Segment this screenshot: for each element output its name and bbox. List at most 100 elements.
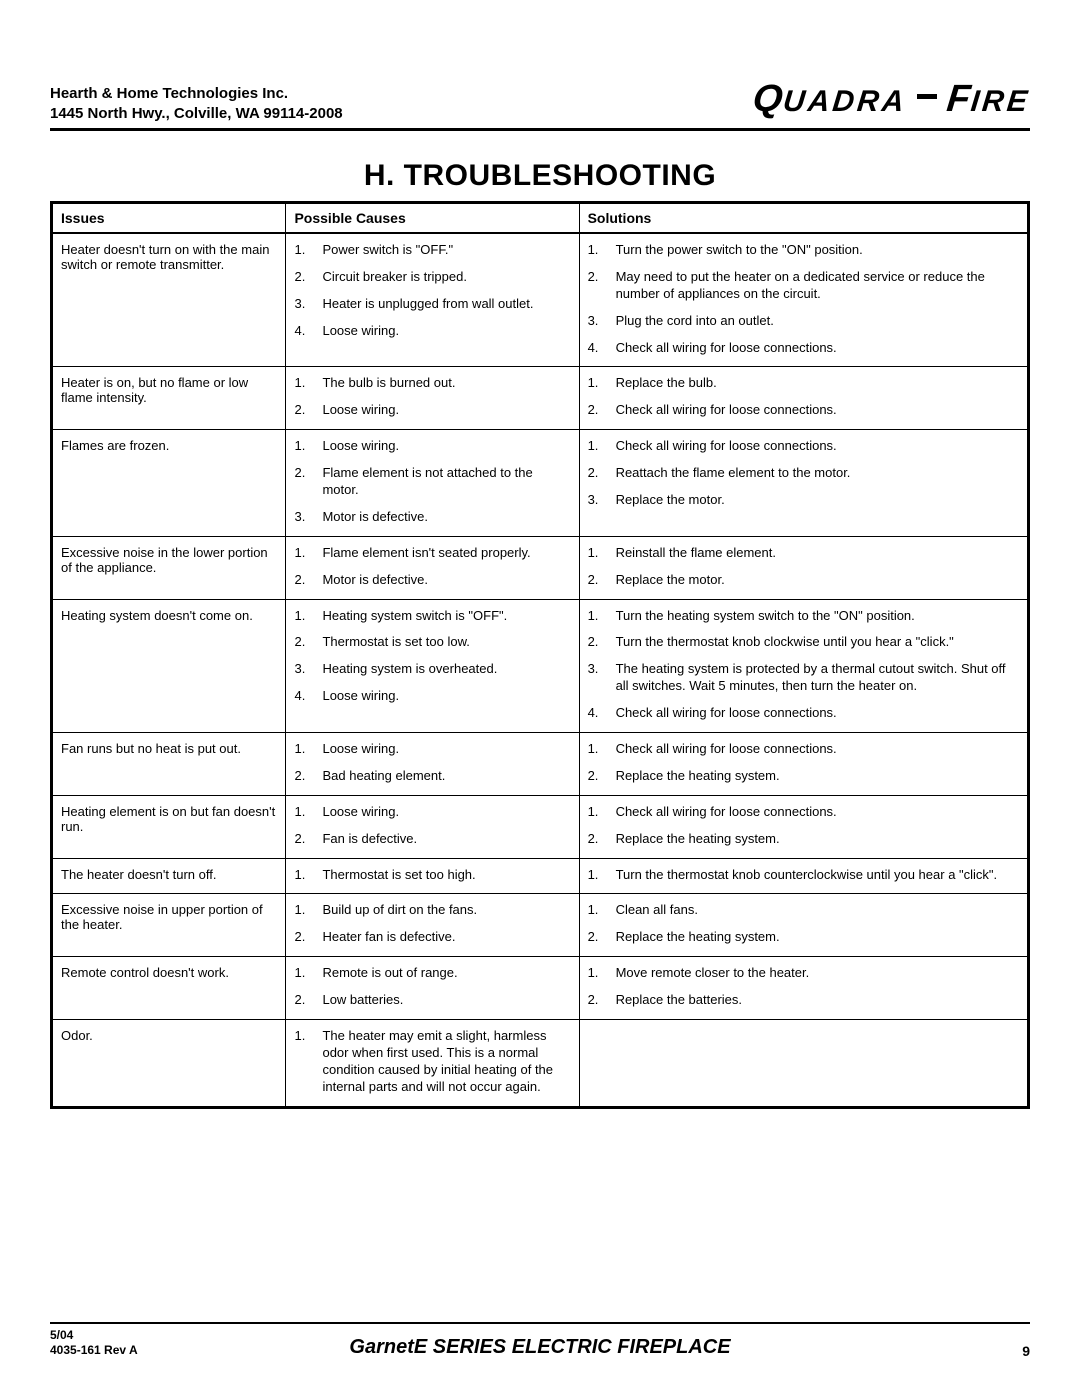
list-item: 2.Flame element is not attached to the m… [294, 465, 570, 499]
cell-issue: Heater doesn't turn on with the main swi… [52, 233, 286, 367]
list-number: 2. [588, 634, 606, 651]
list-text: Plug the cord into an outlet. [616, 313, 774, 330]
list-item: 1.The bulb is burned out. [294, 375, 570, 392]
list-number: 1. [294, 375, 312, 392]
list-number: 1. [294, 545, 312, 562]
list-number: 2. [588, 402, 606, 419]
list-number: 2. [588, 465, 606, 482]
list-text: Check all wiring for loose connections. [616, 741, 837, 758]
troubleshooting-table: Issues Possible Causes Solutions Heater … [50, 201, 1030, 1109]
list-item: 1. Power switch is "OFF." [294, 242, 570, 259]
list-item: 1.Flame element isn't seated properly. [294, 545, 570, 562]
cell-causes: 1.Loose wiring. 2. Bad heating element. [286, 733, 579, 796]
list-text: Bad heating element. [322, 768, 445, 785]
table-row: Excessive noise in upper portion of the … [52, 894, 1029, 957]
table-row: Heating system doesn't come on. 1. Heating… [52, 599, 1029, 732]
list-text: Circuit breaker is tripped. [322, 269, 467, 286]
list-item: 1.Replace the bulb. [588, 375, 1019, 392]
list-text: Heating system is overheated. [322, 661, 497, 678]
table-row: Flames are frozen.1.Loose wiring.2.Flame… [52, 430, 1029, 537]
list-number: 2. [588, 768, 606, 785]
list-item: 2.Replace the motor. [588, 572, 1019, 589]
cell-solutions: 1.Replace the bulb. 2. Check all wiring fo… [579, 367, 1028, 430]
list-number: 3. [294, 509, 312, 526]
list-item: 1.Loose wiring. [294, 804, 570, 821]
cell-causes: 1. Power switch is "OFF." 2. Circuit breake… [286, 233, 579, 367]
list-text: Low batteries. [322, 992, 403, 1009]
list-number: 2. [294, 269, 312, 286]
list-item: 2.Replace the heating system. [588, 929, 1019, 946]
table-row: Heating element is on but fan doesn't ru… [52, 795, 1029, 858]
company-block: Hearth & Home Technologies Inc. 1445 Nor… [50, 84, 343, 125]
list-text: Replace the batteries. [616, 992, 742, 1009]
list-text: Flame element is not attached to the mot… [322, 465, 570, 499]
table-row: Fan runs but no heat is put out.1.Loose … [52, 733, 1029, 796]
cell-solutions: 1.Turn the power switch to the "ON" posi… [579, 233, 1028, 367]
list-item: 3. Plug the cord into an outlet. [588, 313, 1019, 330]
list-number: 1. [294, 1028, 312, 1096]
list-text: Thermostat is set too low. [322, 634, 469, 651]
cell-issue: Excessive noise in upper portion of the … [52, 894, 286, 957]
list-number: 3. [588, 313, 606, 330]
list-item: 1.The heater may emit a slight, harmless… [294, 1028, 570, 1096]
table-header-row: Issues Possible Causes Solutions [52, 203, 1029, 234]
list-text: Move remote closer to the heater. [616, 965, 810, 982]
list-text: Reattach the flame element to the motor. [616, 465, 851, 482]
list-number: 2. [294, 768, 312, 785]
list-text: The heating system is protected by a the… [616, 661, 1019, 695]
footer-page-number: 9 [1022, 1343, 1030, 1359]
list-item: 1.Move remote closer to the heater. [588, 965, 1019, 982]
section-title: H. TROUBLESHOOTING [50, 159, 1030, 193]
cell-issue: Heating system doesn't come on. [52, 599, 286, 732]
list-number: 1. [588, 608, 606, 625]
table-row: Excessive noise in the lower portion of … [52, 536, 1029, 599]
list-text: The heater may emit a slight, harmless o… [322, 1028, 570, 1096]
footer-product-italic: GarnetE [349, 1336, 427, 1358]
list-number: 1. [588, 867, 606, 884]
list-number: 1. [294, 242, 312, 259]
list-number: 3. [588, 492, 606, 509]
list-number: 1. [294, 608, 312, 625]
cell-solutions: 1.Check all wiring for loose connections… [579, 795, 1028, 858]
list-number: 2. [588, 572, 606, 589]
list-item: 2. Fan is defective. [294, 831, 570, 848]
list-number: 3. [294, 661, 312, 678]
list-text: Loose wiring. [322, 688, 399, 705]
list-item: 1.Remote is out of range. [294, 965, 570, 982]
list-number: 1. [588, 804, 606, 821]
list-text: Power switch is "OFF." [322, 242, 453, 259]
list-text: Loose wiring. [322, 741, 399, 758]
list-item: 4.Loose wiring. [294, 323, 570, 340]
list-item: 3.Replace the motor. [588, 492, 1019, 509]
list-text: Thermostat is set too high. [322, 867, 475, 884]
list-text: Fan is defective. [322, 831, 417, 848]
list-text: Check all wiring for loose connections. [616, 402, 837, 419]
cell-issue: Fan runs but no heat is put out. [52, 733, 286, 796]
list-number: 2. [294, 831, 312, 848]
cell-solutions: 1.Check all wiring for loose connections… [579, 733, 1028, 796]
list-number: 4. [588, 340, 606, 357]
cell-issue: The heater doesn't turn off. [52, 858, 286, 894]
list-number: 3. [294, 296, 312, 313]
list-text: Turn the thermostat knob clockwise until… [616, 634, 954, 651]
list-text: Heating system switch is "OFF". [322, 608, 507, 625]
list-item: 1.Turn the power switch to the "ON" posi… [588, 242, 1019, 259]
list-number: 2. [294, 572, 312, 589]
list-number: 1. [294, 902, 312, 919]
list-item: 4.Check all wiring for loose connections… [588, 340, 1019, 357]
list-item: 1.Loose wiring. [294, 741, 570, 758]
list-item: 1.Thermostat is set too high. [294, 867, 570, 884]
list-number: 4. [294, 323, 312, 340]
list-number: 4. [588, 705, 606, 722]
list-number: 1. [588, 545, 606, 562]
list-text: Replace the heating system. [616, 831, 780, 848]
list-item: 1.Check all wiring for loose connections… [588, 438, 1019, 455]
list-number: 2. [294, 634, 312, 651]
cell-issue: Excessive noise in the lower portion of … [52, 536, 286, 599]
list-item: 2.Low batteries. [294, 992, 570, 1009]
list-number: 2. [588, 269, 606, 303]
table-row: Heater is on, but no flame or low flame … [52, 367, 1029, 430]
list-text: Turn the thermostat knob counterclockwis… [616, 867, 998, 884]
cell-causes: 1.The bulb is burned out.2.Loose wiring. [286, 367, 579, 430]
list-item: 1. Heating system switch is "OFF". [294, 608, 570, 625]
